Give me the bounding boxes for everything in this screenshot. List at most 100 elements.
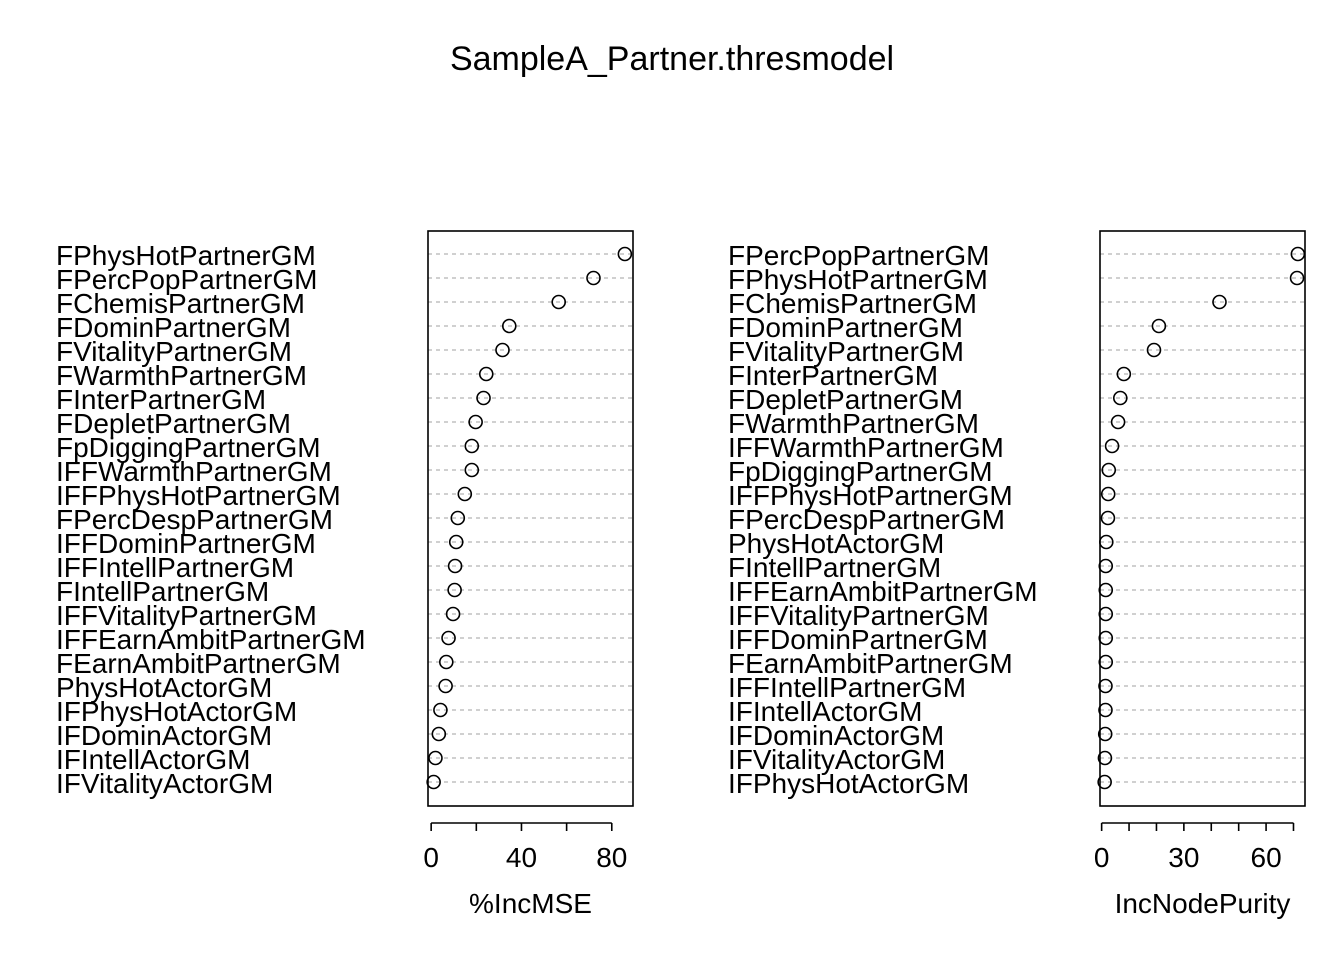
- data-point-incmse: [501, 318, 517, 334]
- row-label-incnodepurity: FDepletPartnerGM: [728, 384, 963, 415]
- data-point-incmse: [426, 774, 441, 790]
- data-point-incnodepurity: [1098, 702, 1113, 718]
- data-point-incnodepurity: [1101, 462, 1117, 478]
- data-point-incnodepurity: [1097, 726, 1113, 742]
- row-label-incmse: IFIntellActorGM: [56, 744, 250, 775]
- x-tick-label-incmse: 80: [596, 842, 627, 873]
- data-point-incnodepurity: [1289, 270, 1305, 286]
- row-label-incnodepurity: FIntellPartnerGM: [728, 552, 941, 583]
- row-label-incnodepurity: FPercDespPartnerGM: [728, 504, 1005, 535]
- row-label-incmse: FpDiggingPartnerGM: [56, 432, 321, 463]
- x-tick-label-incnodepurity: 0: [1094, 842, 1110, 873]
- row-label-incmse: IFPhysHotActorGM: [56, 696, 297, 727]
- data-point-incnodepurity: [1098, 606, 1114, 622]
- row-label-incmse: IFFIntellPartnerGM: [56, 552, 294, 583]
- data-point-incmse: [495, 342, 510, 358]
- row-label-incnodepurity: FInterPartnerGM: [728, 360, 938, 391]
- x-tick-label-incnodepurity: 60: [1251, 842, 1282, 873]
- data-point-incmse: [438, 654, 454, 670]
- row-label-incmse: FInterPartnerGM: [56, 384, 266, 415]
- plot-frame-incnodepurity: [1099, 230, 1306, 807]
- panel-incnodepurity: FPercPopPartnerGMFPhysHotPartnerGMFChemi…: [728, 230, 1306, 919]
- data-point-incnodepurity: [1110, 414, 1126, 430]
- data-point-incmse: [447, 558, 463, 574]
- data-point-incnodepurity: [1290, 246, 1306, 262]
- row-label-incmse: FChemisPartnerGM: [56, 288, 305, 319]
- row-label-incnodepurity: FWarmthPartnerGM: [728, 408, 979, 439]
- row-label-incnodepurity: IFFIntellPartnerGM: [728, 672, 966, 703]
- data-point-incnodepurity: [1151, 318, 1167, 334]
- row-label-incmse: FPhysHotPartnerGM: [56, 240, 316, 271]
- row-label-incnodepurity: FVitalityPartnerGM: [728, 336, 964, 367]
- data-point-incmse: [428, 750, 443, 766]
- data-point-incmse: [586, 270, 601, 286]
- data-point-incmse: [431, 726, 447, 742]
- data-point-incnodepurity: [1100, 486, 1116, 502]
- data-point-incmse: [441, 630, 456, 646]
- data-point-incmse: [464, 438, 480, 454]
- data-point-incnodepurity: [1104, 438, 1120, 454]
- data-point-incmse: [438, 678, 453, 694]
- data-point-incnodepurity: [1098, 630, 1114, 646]
- row-label-incnodepurity: PhysHotActorGM: [728, 528, 944, 559]
- row-label-incmse: FDominPartnerGM: [56, 312, 291, 343]
- row-label-incnodepurity: IFDominActorGM: [728, 720, 944, 751]
- row-label-incmse: IFFWarmthPartnerGM: [56, 456, 332, 487]
- data-point-incmse: [457, 486, 473, 502]
- row-label-incmse: FEarnAmbitPartnerGM: [56, 648, 341, 679]
- data-point-incnodepurity: [1098, 678, 1113, 694]
- x-tick-label-incmse: 0: [423, 842, 439, 873]
- row-label-incnodepurity: IFFEarnAmbitPartnerGM: [728, 576, 1038, 607]
- row-label-incnodepurity: FPhysHotPartnerGM: [728, 264, 988, 295]
- x-tick-label-incmse: 40: [506, 842, 537, 873]
- data-point-incnodepurity: [1097, 774, 1112, 790]
- data-point-incmse: [468, 414, 483, 430]
- row-label-incmse: IFFVitalityPartnerGM: [56, 600, 317, 631]
- row-label-incnodepurity: IFVitalityActorGM: [728, 744, 945, 775]
- x-tick-label-incnodepurity: 30: [1168, 842, 1199, 873]
- data-point-incnodepurity: [1146, 342, 1162, 358]
- data-point-incmse: [464, 462, 480, 478]
- row-label-incnodepurity: FEarnAmbitPartnerGM: [728, 648, 1013, 679]
- plot-frame-incmse: [427, 230, 634, 807]
- data-point-incmse: [447, 582, 462, 598]
- data-point-incnodepurity: [1099, 534, 1114, 550]
- data-point-incnodepurity: [1098, 582, 1114, 598]
- data-point-incmse: [551, 294, 567, 310]
- data-point-incnodepurity: [1097, 750, 1113, 766]
- row-label-incnodepurity: IFFDominPartnerGM: [728, 624, 988, 655]
- data-point-incnodepurity: [1212, 294, 1227, 310]
- data-point-incmse: [433, 702, 448, 718]
- row-label-incnodepurity: IFFVitalityPartnerGM: [728, 600, 989, 631]
- data-point-incnodepurity: [1098, 558, 1114, 574]
- data-point-incnodepurity: [1116, 366, 1132, 382]
- row-label-incmse: FWarmthPartnerGM: [56, 360, 307, 391]
- panel-incmse: FPhysHotPartnerGMFPercPopPartnerGMFChemi…: [56, 230, 634, 919]
- data-point-incmse: [445, 606, 461, 622]
- row-label-incmse: FPercDespPartnerGM: [56, 504, 333, 535]
- data-point-incnodepurity: [1098, 654, 1114, 670]
- row-label-incmse: FVitalityPartnerGM: [56, 336, 292, 367]
- row-label-incmse: IFFEarnAmbitPartnerGM: [56, 624, 366, 655]
- data-point-incmse: [617, 246, 633, 262]
- data-point-incmse: [476, 390, 491, 406]
- data-point-incmse: [450, 510, 466, 526]
- row-label-incmse: PhysHotActorGM: [56, 672, 272, 703]
- row-label-incnodepurity: FPercPopPartnerGM: [728, 240, 989, 271]
- row-label-incmse: FIntellPartnerGM: [56, 576, 269, 607]
- data-point-incnodepurity: [1100, 510, 1116, 526]
- data-point-incnodepurity: [1112, 390, 1128, 406]
- row-label-incnodepurity: IFPhysHotActorGM: [728, 768, 969, 799]
- row-label-incnodepurity: FDominPartnerGM: [728, 312, 963, 343]
- row-label-incnodepurity: IFIntellActorGM: [728, 696, 922, 727]
- x-axis-label-incnodepurity: IncNodePurity: [1115, 888, 1291, 919]
- row-label-incmse: IFFDominPartnerGM: [56, 528, 316, 559]
- row-label-incmse: IFFPhysHotPartnerGM: [56, 480, 341, 511]
- row-label-incmse: IFVitalityActorGM: [56, 768, 273, 799]
- row-label-incmse: IFDominActorGM: [56, 720, 272, 751]
- row-label-incnodepurity: IFFPhysHotPartnerGM: [728, 480, 1013, 511]
- row-label-incnodepurity: IFFWarmthPartnerGM: [728, 432, 1004, 463]
- row-label-incnodepurity: FChemisPartnerGM: [728, 288, 977, 319]
